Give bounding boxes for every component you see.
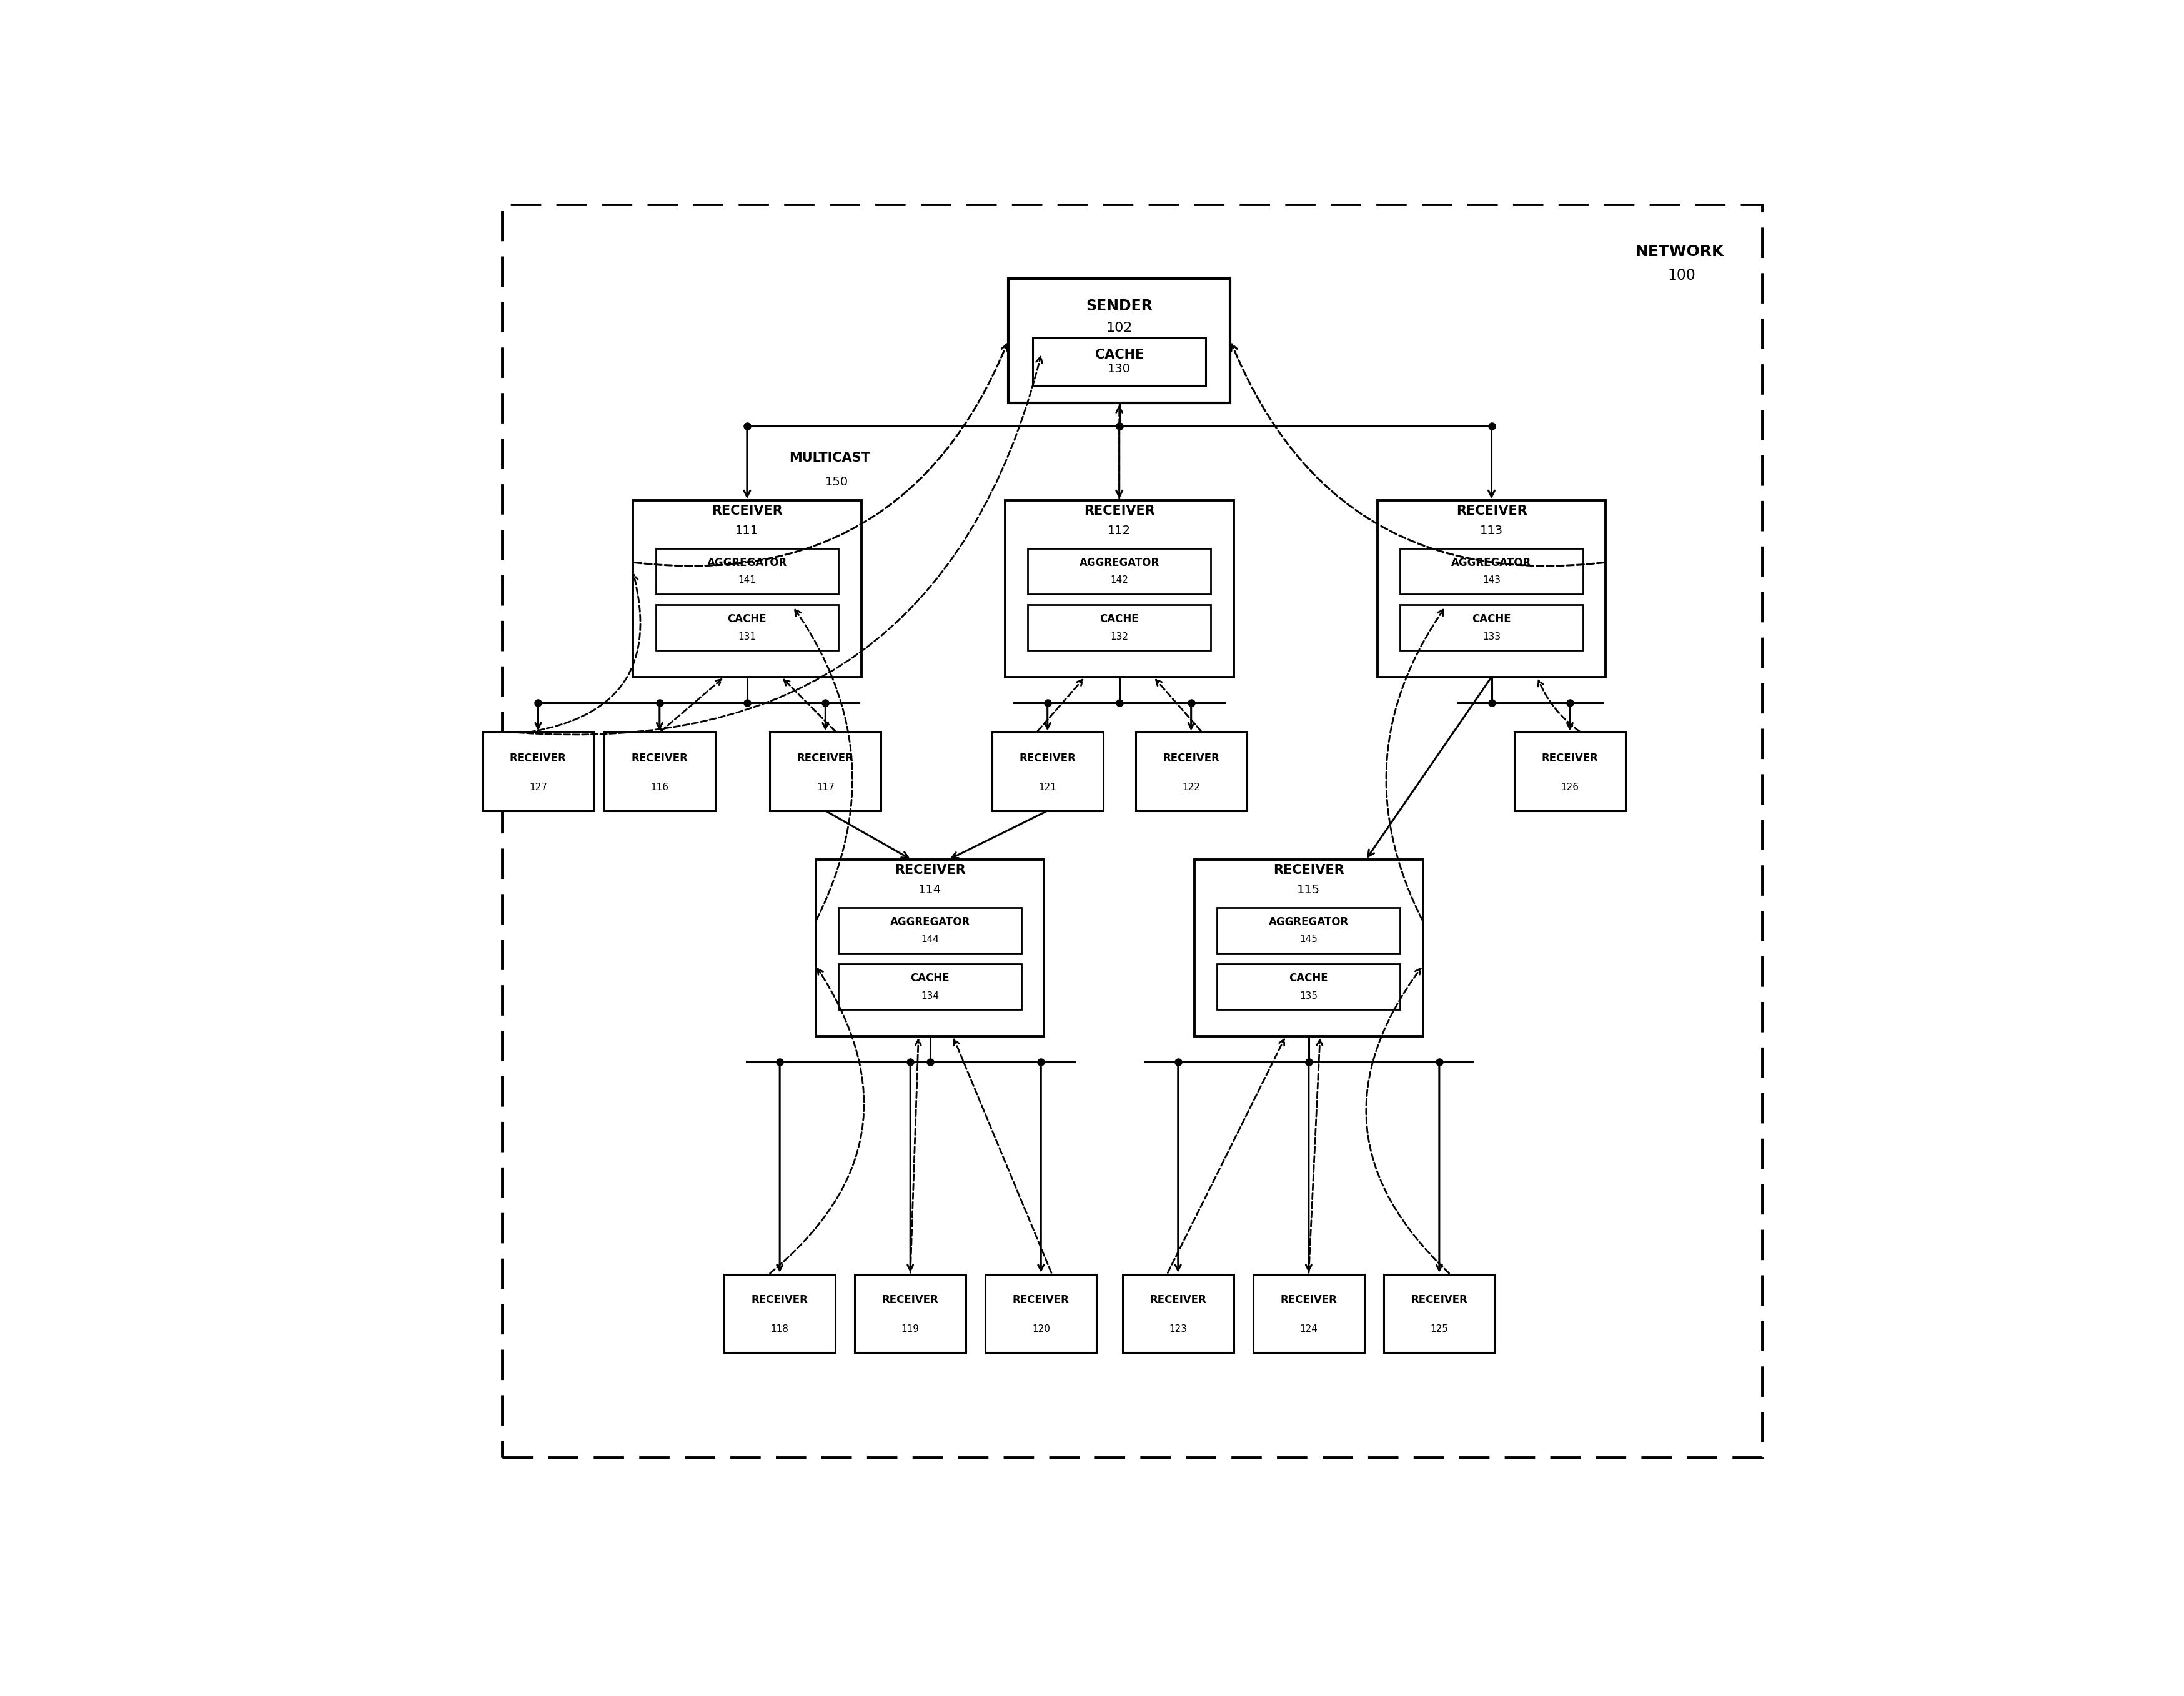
Text: 122: 122 bbox=[1182, 782, 1201, 792]
Text: RECEIVER: RECEIVER bbox=[509, 753, 566, 763]
Bar bbox=[1400, 548, 1583, 594]
Bar bbox=[1400, 605, 1583, 651]
Text: CACHE: CACHE bbox=[1101, 614, 1138, 624]
Text: 150: 150 bbox=[826, 477, 850, 488]
Text: 118: 118 bbox=[771, 1325, 788, 1335]
Text: RECEIVER: RECEIVER bbox=[751, 1294, 808, 1306]
Text: 124: 124 bbox=[1299, 1325, 1317, 1335]
Text: 126: 126 bbox=[1562, 782, 1579, 792]
Text: 143: 143 bbox=[1483, 575, 1500, 585]
Text: NETWORK: NETWORK bbox=[1636, 244, 1723, 259]
Bar bbox=[1009, 278, 1230, 402]
Text: 141: 141 bbox=[738, 575, 756, 585]
Bar bbox=[1033, 338, 1206, 385]
Text: RECEIVER: RECEIVER bbox=[1273, 863, 1343, 877]
Bar bbox=[985, 1274, 1096, 1353]
Text: 114: 114 bbox=[917, 884, 941, 895]
Text: 130: 130 bbox=[1107, 363, 1131, 375]
Text: RECEIVER: RECEIVER bbox=[882, 1294, 939, 1306]
Text: AGGREGATOR: AGGREGATOR bbox=[1452, 558, 1531, 568]
Text: 127: 127 bbox=[529, 782, 548, 792]
Text: AGGREGATOR: AGGREGATOR bbox=[1269, 916, 1350, 928]
Text: RECEIVER: RECEIVER bbox=[1457, 505, 1527, 517]
Text: 111: 111 bbox=[736, 524, 758, 536]
Text: 116: 116 bbox=[651, 782, 668, 792]
Text: 131: 131 bbox=[738, 633, 756, 641]
Text: RECEIVER: RECEIVER bbox=[1013, 1294, 1070, 1306]
Text: 145: 145 bbox=[1299, 934, 1317, 945]
Bar bbox=[1005, 500, 1234, 677]
Bar bbox=[605, 733, 714, 811]
Bar bbox=[1136, 733, 1247, 811]
Text: 132: 132 bbox=[1109, 633, 1129, 641]
Text: CACHE: CACHE bbox=[1094, 348, 1144, 361]
Bar bbox=[992, 733, 1103, 811]
Bar bbox=[725, 1274, 834, 1353]
Text: RECEIVER: RECEIVER bbox=[895, 863, 965, 877]
Text: CACHE: CACHE bbox=[1289, 974, 1328, 984]
Bar bbox=[1216, 907, 1400, 953]
Bar bbox=[1029, 605, 1210, 651]
Bar bbox=[839, 963, 1022, 1009]
Text: AGGREGATOR: AGGREGATOR bbox=[708, 558, 786, 568]
Text: 134: 134 bbox=[922, 990, 939, 1001]
Text: 125: 125 bbox=[1431, 1325, 1448, 1335]
Bar bbox=[1216, 963, 1400, 1009]
Bar bbox=[1514, 733, 1625, 811]
Text: SENDER: SENDER bbox=[1085, 298, 1153, 314]
Text: AGGREGATOR: AGGREGATOR bbox=[889, 916, 970, 928]
Bar bbox=[655, 605, 839, 651]
Bar bbox=[839, 907, 1022, 953]
Bar bbox=[1123, 1274, 1234, 1353]
Text: RECEIVER: RECEIVER bbox=[1162, 753, 1219, 763]
Text: CACHE: CACHE bbox=[1472, 614, 1511, 624]
Text: 115: 115 bbox=[1297, 884, 1321, 895]
Text: 121: 121 bbox=[1037, 782, 1057, 792]
Text: 119: 119 bbox=[902, 1325, 919, 1335]
Bar bbox=[1385, 1274, 1494, 1353]
Text: RECEIVER: RECEIVER bbox=[797, 753, 854, 763]
Text: RECEIVER: RECEIVER bbox=[1411, 1294, 1468, 1306]
Text: 120: 120 bbox=[1031, 1325, 1051, 1335]
Text: 102: 102 bbox=[1105, 322, 1133, 334]
Text: RECEIVER: RECEIVER bbox=[712, 505, 782, 517]
Bar bbox=[633, 500, 860, 677]
Bar bbox=[771, 733, 880, 811]
Text: AGGREGATOR: AGGREGATOR bbox=[1079, 558, 1160, 568]
Text: CACHE: CACHE bbox=[727, 614, 767, 624]
Text: 100: 100 bbox=[1669, 268, 1695, 283]
Text: 142: 142 bbox=[1109, 575, 1129, 585]
Bar bbox=[815, 860, 1044, 1036]
Bar bbox=[1029, 548, 1210, 594]
Text: RECEIVER: RECEIVER bbox=[1280, 1294, 1337, 1306]
Text: RECEIVER: RECEIVER bbox=[1149, 1294, 1206, 1306]
Bar bbox=[1378, 500, 1605, 677]
Text: RECEIVER: RECEIVER bbox=[1542, 753, 1599, 763]
Text: 135: 135 bbox=[1299, 990, 1317, 1001]
Text: MULTICAST: MULTICAST bbox=[788, 451, 869, 465]
Bar bbox=[655, 548, 839, 594]
Text: CACHE: CACHE bbox=[911, 974, 950, 984]
Text: 123: 123 bbox=[1168, 1325, 1188, 1335]
Text: 117: 117 bbox=[817, 782, 834, 792]
Text: 133: 133 bbox=[1483, 633, 1500, 641]
Text: RECEIVER: RECEIVER bbox=[631, 753, 688, 763]
Bar bbox=[1254, 1274, 1365, 1353]
Text: 112: 112 bbox=[1107, 524, 1131, 536]
Text: RECEIVER: RECEIVER bbox=[1020, 753, 1077, 763]
Text: RECEIVER: RECEIVER bbox=[1083, 505, 1155, 517]
Bar bbox=[1195, 860, 1424, 1036]
Bar bbox=[854, 1274, 965, 1353]
Text: 113: 113 bbox=[1481, 524, 1503, 536]
Bar bbox=[483, 733, 594, 811]
Text: 144: 144 bbox=[922, 934, 939, 945]
